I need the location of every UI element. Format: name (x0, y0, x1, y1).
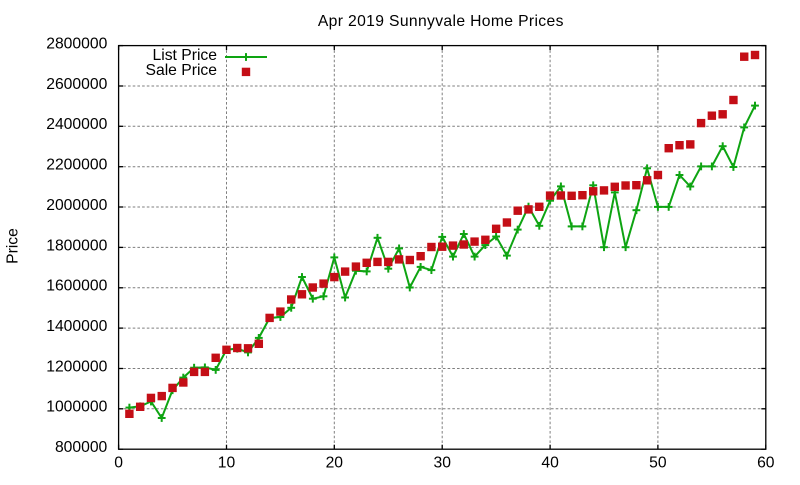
svg-text:Price: Price (5, 228, 22, 264)
svg-text:2000000: 2000000 (46, 197, 107, 214)
svg-text:800000: 800000 (55, 439, 108, 456)
svg-text:50: 50 (649, 454, 667, 471)
svg-text:2800000: 2800000 (46, 36, 107, 53)
svg-text:2400000: 2400000 (46, 116, 107, 133)
svg-text:1000000: 1000000 (46, 399, 107, 416)
svg-text:0: 0 (114, 454, 123, 471)
svg-text:40: 40 (541, 454, 559, 471)
svg-text:Sale Price: Sale Price (146, 62, 218, 79)
svg-text:2600000: 2600000 (46, 76, 107, 93)
svg-text:List Price: List Price (152, 47, 217, 64)
svg-text:2200000: 2200000 (46, 157, 107, 174)
svg-text:Apr 2019 Sunnyvale Home Prices: Apr 2019 Sunnyvale Home Prices (318, 13, 564, 30)
svg-text:60: 60 (757, 454, 775, 471)
svg-text:10: 10 (218, 454, 236, 471)
svg-text:1200000: 1200000 (46, 358, 107, 375)
svg-text:1800000: 1800000 (46, 237, 107, 254)
svg-text:20: 20 (326, 454, 344, 471)
svg-text:1400000: 1400000 (46, 318, 107, 335)
svg-text:30: 30 (433, 454, 451, 471)
svg-text:1600000: 1600000 (46, 278, 107, 295)
